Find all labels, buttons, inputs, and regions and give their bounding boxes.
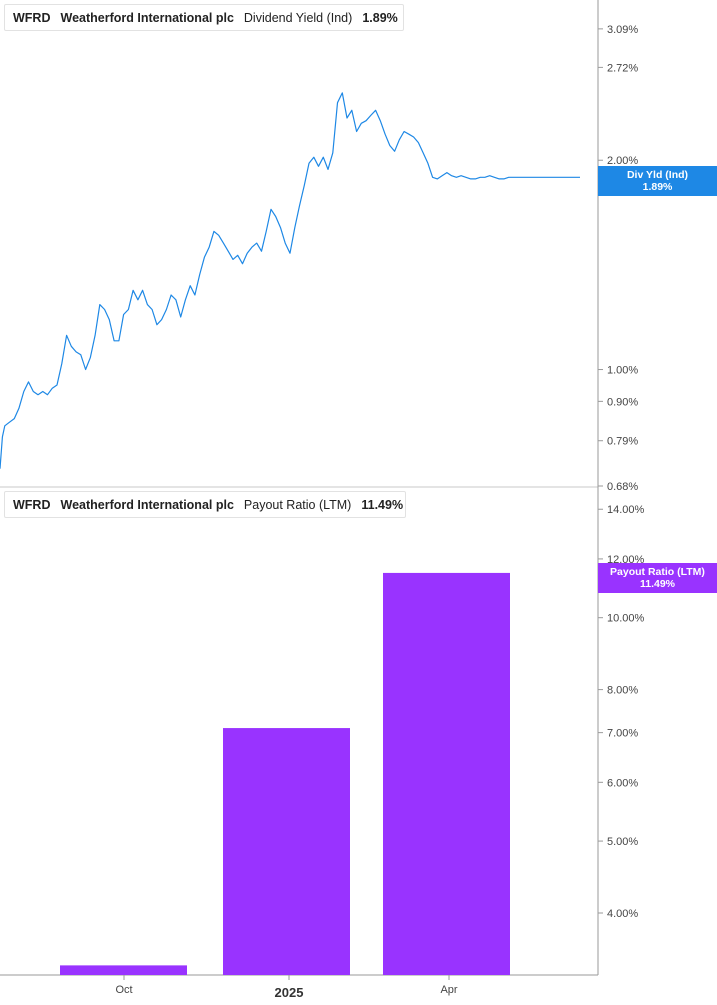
payout-y-tick-label: 12.00%: [607, 554, 645, 566]
yield-y-tick-label: 0.68%: [607, 481, 638, 493]
bottom-legend-company: Weatherford International plc: [60, 497, 234, 512]
bottom-legend[interactable]: WFRD Weatherford International plc Payou…: [4, 491, 406, 518]
yield-y-tick-label: 1.00%: [607, 365, 638, 377]
yield-y-tick-label: 2.00%: [607, 155, 638, 167]
div-yield-tag-value: 1.89%: [642, 181, 673, 193]
payout-y-tick-label: 14.00%: [607, 504, 645, 516]
yield-y-tick-label: 2.72%: [607, 62, 638, 74]
payout-y-tick-label: 5.00%: [607, 836, 638, 848]
payout-y-tick-label: 7.00%: [607, 728, 638, 740]
yield-y-tick-label: 0.79%: [607, 436, 638, 448]
yield-y-tick-label: 3.09%: [607, 24, 638, 36]
top-legend[interactable]: WFRD Weatherford International plc Divid…: [4, 4, 404, 31]
div-yield-tag-label: Div Yld (Ind): [626, 169, 689, 181]
dividend-yield-line: [0, 92, 580, 469]
yield-y-tick-label: 0.90%: [607, 396, 638, 408]
payout-ratio-price-tag: Payout Ratio (LTM) 11.49%: [598, 563, 717, 593]
x-axis-tick-label: Apr: [440, 984, 457, 996]
x-axis-tick-label: 2025: [275, 985, 304, 1000]
bottom-legend-value: 11.49%: [361, 497, 404, 512]
payout-y-tick-label: 10.00%: [607, 613, 645, 625]
bottom-legend-symbol: WFRD: [13, 497, 51, 512]
top-legend-metric: Dividend Yield (Ind): [243, 10, 353, 25]
payout-ratio-bar: [223, 728, 350, 975]
bottom-legend-metric: Payout Ratio (LTM): [243, 497, 352, 512]
top-legend-value: 1.89%: [362, 10, 398, 25]
payout-ratio-bar: [383, 572, 510, 975]
payout-y-tick-label: 6.00%: [607, 777, 638, 789]
top-legend-company: Weatherford International plc: [60, 10, 234, 25]
payout-y-tick-label: 4.00%: [607, 908, 638, 920]
top-legend-symbol: WFRD: [13, 10, 51, 25]
x-axis-tick-label: Oct: [115, 984, 132, 996]
payout-tag-label: Payout Ratio (LTM): [610, 566, 705, 578]
div-yield-price-tag: Div Yld (Ind) 1.89%: [598, 166, 717, 196]
payout-tag-value: 11.49%: [639, 578, 676, 590]
payout-ratio-bar: [60, 965, 187, 975]
payout-y-tick-label: 8.00%: [607, 685, 638, 697]
